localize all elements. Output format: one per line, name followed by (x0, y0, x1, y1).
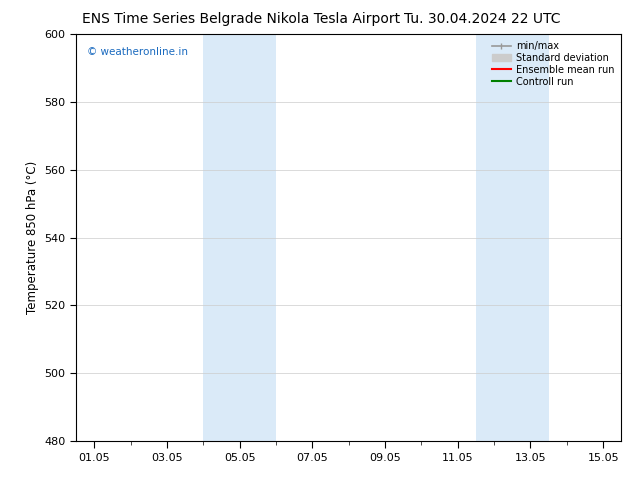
Legend: min/max, Standard deviation, Ensemble mean run, Controll run: min/max, Standard deviation, Ensemble me… (489, 39, 616, 89)
Text: © weatheronline.in: © weatheronline.in (87, 47, 188, 56)
Y-axis label: Temperature 850 hPa (°C): Temperature 850 hPa (°C) (26, 161, 39, 314)
Text: Tu. 30.04.2024 22 UTC: Tu. 30.04.2024 22 UTC (404, 12, 560, 26)
Text: ENS Time Series Belgrade Nikola Tesla Airport: ENS Time Series Belgrade Nikola Tesla Ai… (82, 12, 400, 26)
Bar (204, 34, 276, 441)
Bar (476, 34, 548, 441)
